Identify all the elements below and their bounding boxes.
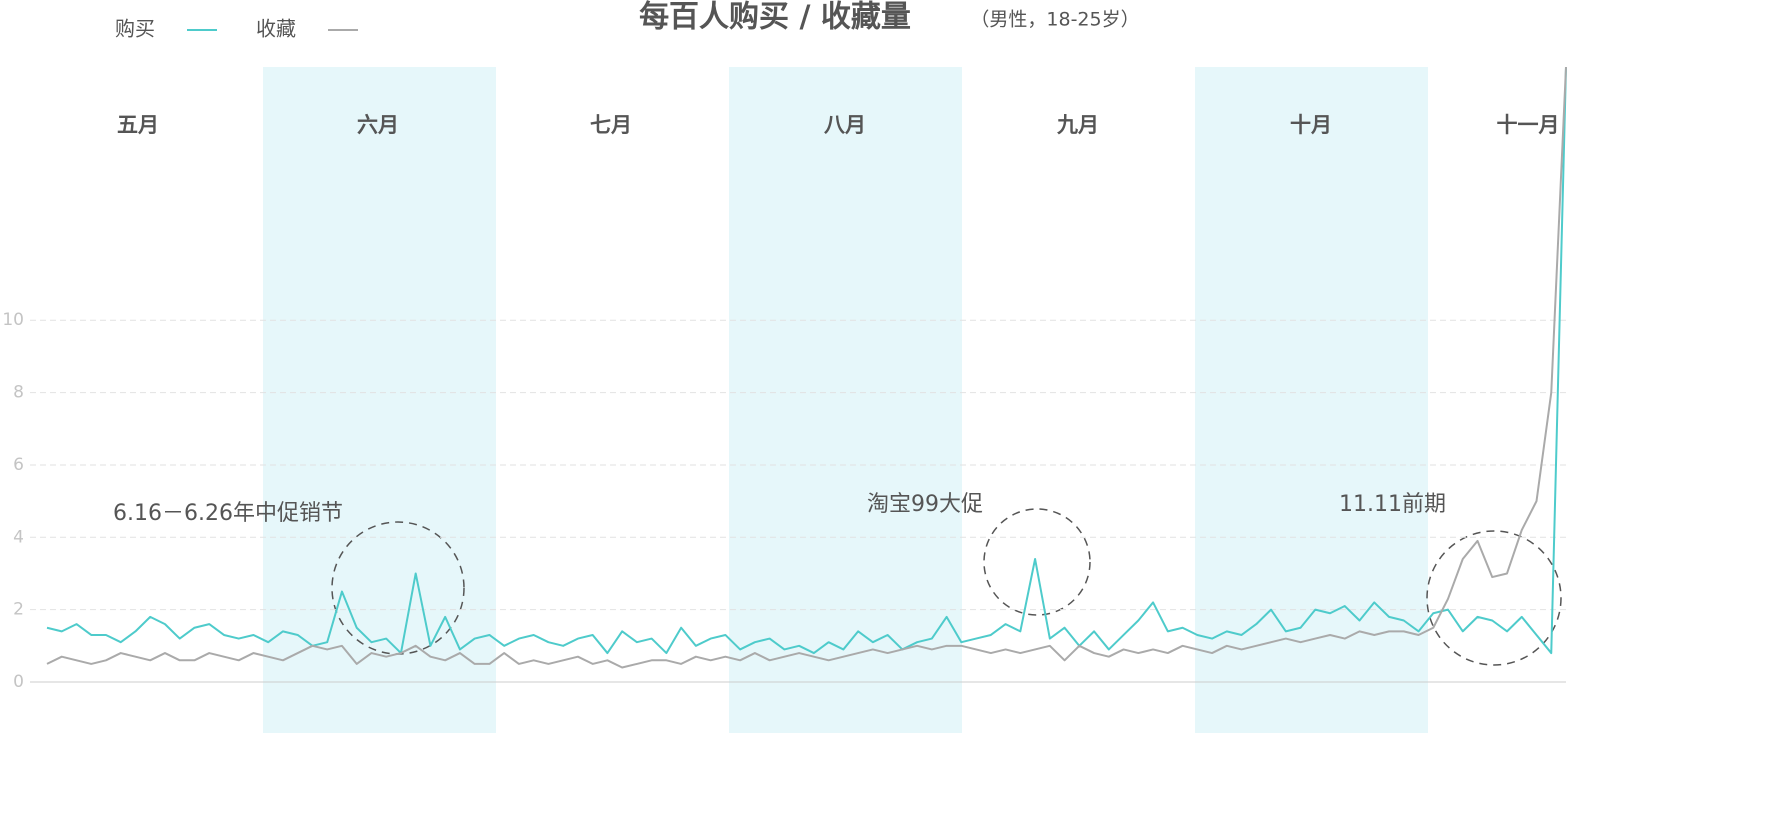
- chart-subtitle: （男性，18-25岁）: [970, 9, 1139, 31]
- data-line: [46, 66, 1567, 655]
- month-label: 十一月: [1497, 113, 1560, 137]
- chart-title: 每百人购买 / 收藏量: [639, 0, 911, 35]
- y-tick-label: 6: [13, 455, 24, 475]
- y-tick-label: 4: [13, 527, 24, 547]
- annotation: 11.11前期: [1339, 492, 1446, 517]
- data-line: [46, 66, 1567, 669]
- legend-label: 收藏: [256, 17, 296, 41]
- annotation: 淘宝99大促: [867, 492, 983, 517]
- y-tick-label: 8: [13, 383, 24, 403]
- month-band: [263, 67, 496, 733]
- highlight-circle: [983, 508, 1091, 616]
- highlight-circle: [1426, 530, 1562, 666]
- month-label: 十月: [1290, 113, 1332, 137]
- annotation: 6.16－6.26年中促销节: [113, 501, 343, 526]
- y-tick-label: 0: [13, 672, 24, 692]
- month-label: 八月: [824, 113, 866, 137]
- month-bands: [263, 67, 1428, 733]
- month-label: 七月: [590, 113, 632, 137]
- month-label: 九月: [1056, 113, 1099, 137]
- y-tick-label: 2: [13, 600, 24, 620]
- month-label: 六月: [357, 113, 399, 137]
- y-tick-label: 10: [2, 310, 24, 330]
- month-band: [729, 67, 962, 733]
- legend-label: 购买: [115, 17, 155, 41]
- month-band: [1195, 67, 1428, 733]
- month-label: 五月: [117, 113, 159, 137]
